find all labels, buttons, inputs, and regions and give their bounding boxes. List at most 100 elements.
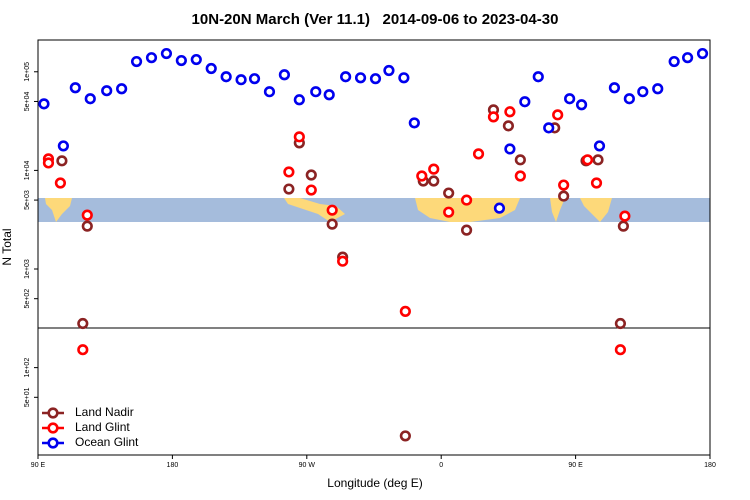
- point: [54, 177, 67, 189]
- plot-frame: [37, 39, 711, 456]
- point: [369, 73, 382, 85]
- point: [623, 93, 635, 105]
- point: [235, 74, 247, 86]
- point: [558, 190, 570, 202]
- point: [190, 53, 202, 66]
- y-tick-label: 1e+02: [24, 358, 31, 378]
- x-tick-label: 180: [704, 462, 716, 469]
- point: [69, 82, 81, 94]
- point: [326, 218, 338, 230]
- point: [408, 117, 420, 129]
- point: [145, 52, 158, 64]
- point: [614, 317, 627, 330]
- point: [326, 204, 338, 216]
- point: [575, 99, 588, 111]
- point: [593, 140, 606, 152]
- point: [590, 177, 603, 189]
- y-tick-label: 5e+04: [24, 92, 31, 112]
- point: [668, 55, 680, 68]
- point: [619, 210, 631, 222]
- point: [263, 86, 276, 98]
- point: [558, 179, 570, 191]
- point: [323, 89, 335, 101]
- map-strip: [38, 198, 710, 222]
- x-axis-label: Longitude (deg E): [327, 476, 422, 490]
- point: [283, 183, 295, 195]
- point: [293, 131, 305, 143]
- legend-marker: [47, 422, 59, 434]
- point: [56, 155, 68, 167]
- point: [493, 202, 506, 214]
- point: [617, 220, 629, 232]
- x-tick-label: 90 E: [31, 462, 46, 469]
- point: [305, 169, 317, 181]
- point: [81, 220, 93, 232]
- legend-marker: [47, 437, 59, 449]
- point: [460, 224, 473, 236]
- legend-label: Land Nadir: [75, 405, 134, 419]
- point: [487, 111, 500, 123]
- point: [398, 72, 410, 84]
- point: [416, 170, 428, 182]
- point: [175, 54, 187, 67]
- point: [399, 305, 411, 317]
- point: [564, 93, 576, 105]
- point: [502, 120, 515, 132]
- point: [130, 55, 143, 68]
- point: [543, 122, 555, 134]
- point: [614, 344, 627, 356]
- point: [283, 166, 295, 178]
- point: [681, 52, 694, 64]
- point: [443, 206, 455, 218]
- point: [77, 317, 89, 330]
- point: [608, 82, 621, 94]
- point: [84, 93, 96, 105]
- x-tick-label: 180: [167, 462, 179, 469]
- point: [696, 47, 709, 60]
- x-tick-label: 90 W: [299, 462, 316, 469]
- point: [383, 64, 395, 77]
- point: [652, 83, 664, 95]
- y-axis-label: N Total: [0, 228, 14, 265]
- point: [428, 175, 440, 187]
- point: [101, 85, 113, 97]
- y-tick-label: 1e+03: [24, 259, 31, 279]
- y-tick-label: 1e+05: [24, 62, 31, 82]
- point: [293, 94, 305, 106]
- point: [160, 47, 173, 60]
- point: [592, 154, 604, 166]
- legend-label: Land Glint: [75, 420, 130, 434]
- point: [504, 106, 516, 118]
- point: [305, 184, 317, 196]
- legend-label: Ocean Glint: [75, 435, 139, 449]
- point: [519, 96, 531, 108]
- y-tick-label: 5e+03: [24, 190, 31, 210]
- point: [81, 209, 93, 221]
- point: [532, 71, 544, 83]
- point: [248, 73, 261, 85]
- point: [354, 72, 367, 84]
- point: [637, 86, 649, 98]
- point: [57, 140, 69, 152]
- x-tick-label: 90 E: [568, 462, 583, 469]
- point: [278, 69, 291, 81]
- point: [514, 154, 526, 166]
- point: [42, 157, 55, 169]
- point: [504, 143, 516, 155]
- chart-title: 10N-20N March (Ver 11.1) 2014-09-06 to 2…: [192, 11, 559, 28]
- point: [581, 154, 594, 166]
- point: [38, 98, 50, 110]
- y-tick-label: 5e+02: [24, 289, 31, 309]
- point: [116, 83, 128, 95]
- point: [337, 255, 349, 267]
- point: [443, 187, 455, 199]
- point: [472, 148, 485, 160]
- point: [340, 71, 352, 83]
- y-tick-label: 1e+04: [24, 160, 31, 180]
- point: [205, 62, 217, 75]
- point: [552, 109, 564, 121]
- point: [220, 71, 232, 83]
- point: [514, 170, 526, 182]
- point: [428, 163, 440, 175]
